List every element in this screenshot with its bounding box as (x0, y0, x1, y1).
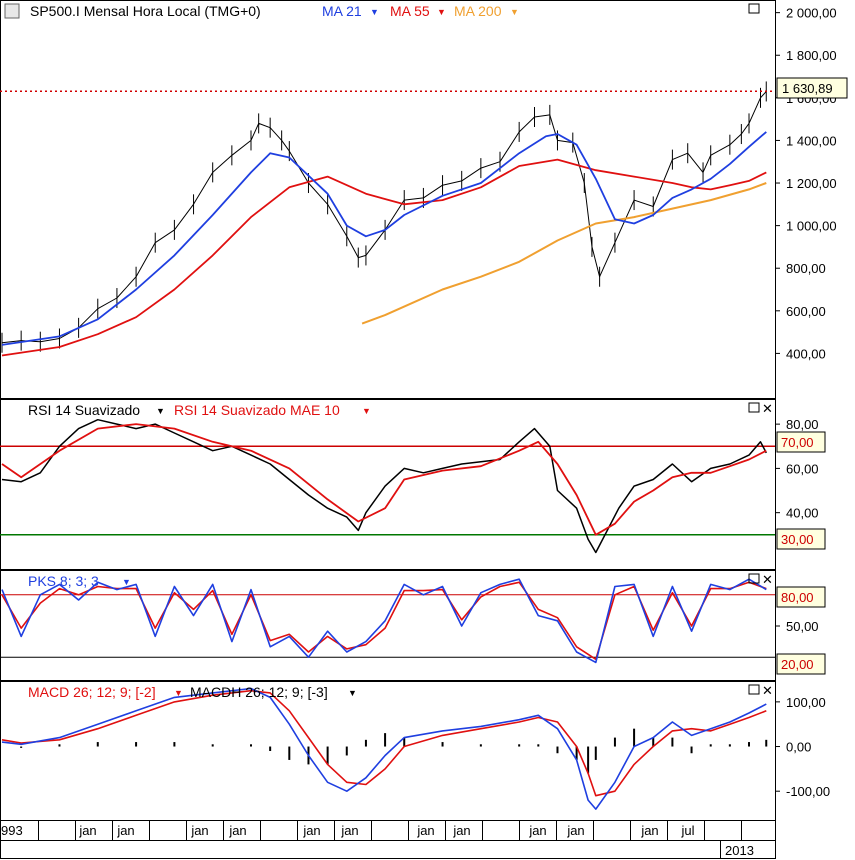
x-axis-year-label: 2013 (725, 843, 754, 858)
stoch-dropdown-icon[interactable]: ▼ (122, 577, 131, 587)
rsi-dropdown-icon[interactable]: ▼ (156, 406, 165, 416)
stoch-legend[interactable]: PKS 8; 3; 3 (28, 573, 99, 589)
x-axis-month-label: jan (190, 823, 208, 838)
ma200-dropdown-icon[interactable]: ▼ (510, 7, 519, 17)
ma200-line (361, 182, 767, 325)
stoch-upper-tag (776, 586, 826, 608)
rsi-y-tick-label: 60,00 (786, 461, 819, 476)
macd-panel-maximize-icon[interactable] (748, 684, 760, 695)
macd-signal-line (1, 689, 767, 797)
x-axis-month-label: jan (228, 823, 246, 838)
chart-settings-icon[interactable] (4, 3, 20, 19)
stoch-panel-frame (0, 570, 776, 681)
current-price-tag (776, 77, 848, 99)
rsi-panel-frame (0, 399, 776, 570)
macd-dropdown-icon[interactable]: ▼ (174, 688, 183, 698)
rsi-ma-legend[interactable]: RSI 14 Suavizado MAE 10 (174, 402, 340, 418)
x-axis-month-label: jan (566, 823, 584, 838)
stoch-lower-value: 20,00 (781, 657, 814, 672)
macdh-dropdown-icon[interactable]: ▼ (348, 688, 357, 698)
price-y-tick-label: 1 400,00 (786, 133, 837, 148)
ma200-legend[interactable]: MA 200 (454, 3, 502, 19)
stoch-panel-maximize-icon[interactable] (748, 573, 760, 584)
symbol-label: SP500.I Mensal Hora Local (TMG+0) (30, 3, 261, 19)
rsi-line (1, 418, 767, 554)
price-y-tick-label: 400,00 (786, 346, 826, 361)
stoch-k-line (1, 578, 767, 664)
rsi-y-tick-label: 40,00 (786, 506, 819, 521)
price-y-tick-label: 1 200,00 (786, 176, 837, 191)
price-y-tick-label: 600,00 (786, 304, 826, 319)
rsi-panel-maximize-icon[interactable] (748, 402, 760, 413)
x-axis-month-label: jan (452, 823, 470, 838)
x-axis-month-label: jan (640, 823, 658, 838)
x-axis-month-label: jan (78, 823, 96, 838)
macd-y-tick-label: -100,00 (786, 784, 830, 799)
x-axis-month-label: jan (528, 823, 546, 838)
macd-y-tick-label: 100,00 (786, 695, 826, 710)
stoch-upper-value: 80,00 (781, 590, 814, 605)
rsi-ma-line (1, 423, 767, 536)
macd-y-tick-label: 0,00 (786, 740, 811, 755)
macd-panel-frame (0, 681, 776, 821)
x-axis-month-label: jan (116, 823, 134, 838)
macdh-legend[interactable]: MACDH 26; 12; 9; [-3] (190, 684, 328, 700)
macd-line (1, 687, 767, 810)
x-axis-frame (0, 820, 776, 859)
rsi-legend[interactable]: RSI 14 Suavizado (28, 402, 140, 418)
price-y-tick-label: 2 000,00 (786, 6, 837, 21)
stoch-lower-tag (776, 653, 826, 675)
ma55-dropdown-icon[interactable]: ▼ (437, 7, 446, 17)
rsi-lower-value: 30,00 (781, 532, 814, 547)
rsi-panel-close-icon[interactable]: ✕ (762, 401, 773, 416)
macd-panel-close-icon[interactable]: ✕ (762, 683, 773, 698)
price-panel-maximize-icon[interactable] (748, 3, 760, 14)
ma55-line (1, 158, 767, 357)
macd-legend[interactable]: MACD 26; 12; 9; [-2] (28, 684, 156, 700)
rsi-lower-tag (776, 528, 826, 550)
x-axis-month-label: jan (416, 823, 434, 838)
price-y-tick-label: 1 800,00 (786, 48, 837, 63)
stoch-y-tick-label: 50,00 (786, 619, 819, 634)
x-axis-first-label: 993 (1, 823, 23, 838)
rsi-upper-value: 70,00 (781, 435, 814, 450)
current-price-value: 1 630,89 (782, 81, 833, 96)
x-axis-month-label: jan (302, 823, 320, 838)
price-y-tick-label: 1 000,00 (786, 219, 837, 234)
rsi-upper-tag (776, 431, 826, 453)
ma21-legend[interactable]: MA 21 (322, 3, 362, 19)
price-y-tick-label: 800,00 (786, 261, 826, 276)
ma21-dropdown-icon[interactable]: ▼ (370, 7, 379, 17)
price-close-line (1, 91, 767, 344)
ma21-line (1, 131, 767, 346)
rsi-ma-dropdown-icon[interactable]: ▼ (362, 406, 371, 416)
stoch-panel-close-icon[interactable]: ✕ (762, 572, 773, 587)
rsi-y-tick-label: 80,00 (786, 417, 819, 432)
x-axis-month-label: jul (680, 823, 694, 838)
x-axis-month-label: jan (340, 823, 358, 838)
ma55-legend[interactable]: MA 55 (390, 3, 430, 19)
